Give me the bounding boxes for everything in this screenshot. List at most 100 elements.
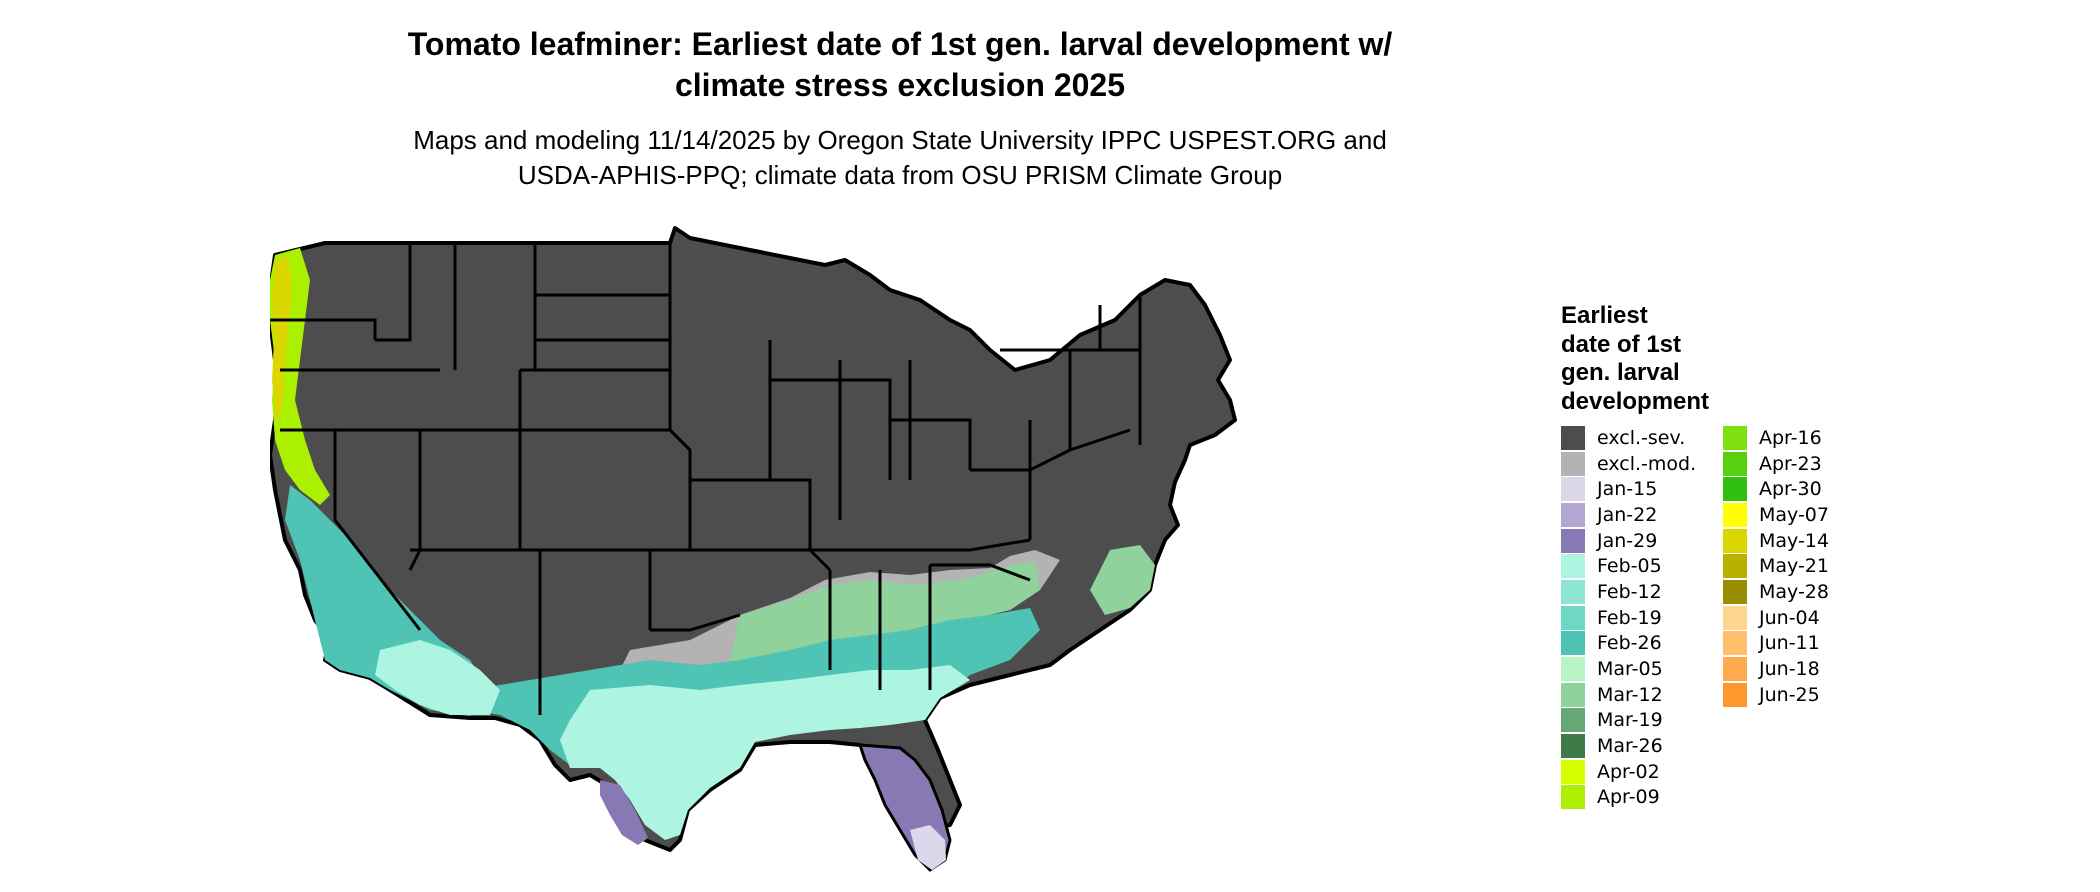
boundary-line <box>650 613 741 632</box>
legend-item: Apr-16 <box>1723 425 1829 451</box>
legend-item: Mar-26 <box>1561 733 1696 759</box>
legend-swatch <box>1561 785 1585 810</box>
legend-swatch <box>1561 605 1585 630</box>
map-subtitle-line-2: USDA-APHIS-PPQ; climate data from OSU PR… <box>517 160 1283 190</box>
state-boundaries <box>270 243 1142 715</box>
legend-item: Feb-26 <box>1561 631 1696 657</box>
legend-swatch <box>1723 451 1747 476</box>
map-title-line-1: Tomato leafminer: Earliest date of 1st g… <box>407 26 1393 62</box>
legend-label: May-14 <box>1759 529 1829 552</box>
legend-item: Mar-12 <box>1561 682 1696 708</box>
legend-item: Mar-05 <box>1561 656 1696 682</box>
legend-label: Mar-19 <box>1597 709 1663 732</box>
legend-item: Apr-09 <box>1561 785 1696 811</box>
legend-swatch <box>1561 759 1585 784</box>
legend-label: Jun-18 <box>1759 658 1820 681</box>
legend-label: excl.-sev. <box>1597 426 1686 449</box>
legend-item: Mar-19 <box>1561 708 1696 734</box>
legend-label: Feb-26 <box>1597 632 1662 655</box>
legend-swatch <box>1561 657 1585 682</box>
legend-label: excl.-mod. <box>1597 452 1697 475</box>
legend-item: Jun-25 <box>1723 682 1829 708</box>
legend-label: Apr-16 <box>1759 426 1822 449</box>
legend-label: Jun-25 <box>1759 683 1820 706</box>
legend-swatch <box>1723 477 1747 502</box>
legend-swatch <box>1561 734 1585 759</box>
legend-item: Jan-29 <box>1561 528 1696 554</box>
legend-swatch <box>1723 657 1747 682</box>
legend-swatch <box>1723 528 1747 553</box>
legend-label: Mar-12 <box>1597 683 1663 706</box>
legend-title-line: development <box>1561 387 1710 415</box>
legend-label: Feb-19 <box>1597 606 1662 629</box>
legend-swatch <box>1723 605 1747 630</box>
legend-item: Jun-04 <box>1723 605 1829 631</box>
legend-column-2: Apr-16 Apr-23 Apr-30 May-07 May-14 May-21 May-… <box>1723 425 1829 708</box>
legend-item: May-14 <box>1723 528 1829 554</box>
legend-label: May-07 <box>1759 503 1829 526</box>
pacific-coast-yellow-zone <box>272 258 292 420</box>
boundary-line <box>333 430 422 631</box>
legend-item: Feb-12 <box>1561 579 1696 605</box>
legend-item: excl.-sev. <box>1561 425 1696 451</box>
legend-swatch <box>1561 477 1585 502</box>
legend-label: Jan-29 <box>1597 529 1658 552</box>
legend-swatch <box>1561 554 1585 579</box>
legend-label: Feb-05 <box>1597 555 1662 578</box>
us-map <box>270 226 1237 872</box>
legend-item: May-28 <box>1723 579 1829 605</box>
map-fill <box>270 226 1237 872</box>
boundary-line <box>375 243 412 342</box>
map-subtitle: Maps and modeling 11/14/2025 by Oregon S… <box>0 123 1800 193</box>
arizona-desert-zone <box>375 640 500 715</box>
map-title-line-2: climate stress exclusion 2025 <box>674 67 1126 103</box>
legend-item: Jan-15 <box>1561 476 1696 502</box>
legend-swatch <box>1561 631 1585 656</box>
boundary-line <box>970 428 1131 472</box>
legend-label: Apr-23 <box>1759 452 1822 475</box>
legend-item: Jan-22 <box>1561 502 1696 528</box>
legend-label: Apr-02 <box>1597 760 1660 783</box>
legend-item: Feb-19 <box>1561 605 1696 631</box>
legend-label: Jan-15 <box>1597 478 1658 501</box>
legend-swatch <box>1723 579 1747 604</box>
legend-item: May-21 <box>1723 553 1829 579</box>
legend-swatch <box>1561 708 1585 733</box>
legend-swatch <box>1561 579 1585 604</box>
legend-item: May-07 <box>1723 502 1829 528</box>
atlantic-coast-zone <box>1090 545 1155 615</box>
february-light-zone <box>560 665 970 840</box>
legend-title: Earliest date of 1st gen. larval develop… <box>1561 302 1709 416</box>
legend-swatch <box>1723 631 1747 656</box>
legend-item: Apr-23 <box>1723 451 1829 477</box>
legend-title-line: Earliest <box>1561 302 1648 329</box>
legend-item: excl.-mod. <box>1561 451 1696 477</box>
legend-item: Feb-05 <box>1561 553 1696 579</box>
legend-item: Jun-11 <box>1723 631 1829 657</box>
legend-label: May-21 <box>1759 555 1829 578</box>
legend-title-line: date of 1st <box>1561 330 1682 358</box>
south-texas-january-zone <box>600 780 648 845</box>
map-subtitle-line-1: Maps and modeling 11/14/2025 by Oregon S… <box>413 125 1387 155</box>
legend-label: Feb-12 <box>1597 580 1662 603</box>
florida-south-january-zone <box>910 825 946 870</box>
boundary-line <box>580 428 692 552</box>
legend-column-1: excl.-sev. excl.-mod. Jan-15 Jan-22 Jan-29 Fe… <box>1561 425 1696 810</box>
legend-label: May-28 <box>1759 580 1829 603</box>
boundary-line <box>810 538 1031 552</box>
legend-title-line: gen. larval <box>1561 359 1680 386</box>
boundary-line <box>890 418 972 470</box>
legend-label: Jan-22 <box>1597 503 1658 526</box>
legend-item: Apr-02 <box>1561 759 1696 785</box>
legend-label: Jun-04 <box>1759 606 1820 629</box>
legend-swatch <box>1723 554 1747 579</box>
legend-label: Mar-05 <box>1597 658 1663 681</box>
legend-swatch <box>1723 425 1747 450</box>
legend-swatch <box>1561 451 1585 476</box>
legend-label: Mar-26 <box>1597 735 1663 758</box>
legend-swatch <box>1723 502 1747 527</box>
legend-swatch <box>1561 682 1585 707</box>
legend-swatch <box>1561 502 1585 527</box>
boundary-line <box>770 378 892 480</box>
boundary-line <box>270 318 377 340</box>
